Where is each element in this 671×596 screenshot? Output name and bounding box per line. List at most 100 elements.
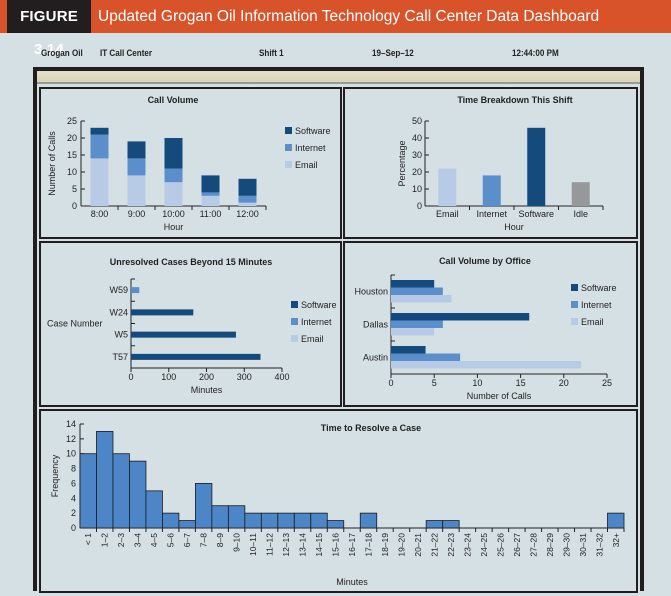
histogram-bar: [211, 505, 229, 529]
x-tick-label: Software: [518, 209, 554, 219]
date-label: 19–Sep–12: [372, 48, 414, 59]
bar-dallas-software: [391, 313, 530, 321]
histogram-bar: [326, 520, 345, 529]
y-tick-label: 4: [71, 493, 76, 503]
dashboard-frame: Call Volume 0 5 10 15 20 25 8:00 9:00 10:00 11:00 1…: [33, 67, 644, 593]
y-tick-label: 0: [71, 523, 76, 533]
legend-label-email: Email: [301, 334, 324, 344]
chart-title: Call Volume by Office: [439, 256, 531, 266]
panel-call-volume-by-office: Call Volume by Office 0 5 10 15 20 25 Houston Da…: [343, 241, 638, 407]
x-tick-label: 20: [559, 378, 569, 388]
histogram-bar: [129, 460, 147, 529]
x-tick-label: 28–29: [545, 533, 555, 557]
legend-label-software: Software: [581, 283, 617, 293]
histogram-bar: [442, 520, 460, 529]
bar-w24: [131, 309, 194, 316]
x-tick-label: Idle: [573, 209, 588, 219]
bar-austin-software: [391, 346, 426, 354]
legend-swatch-software: [285, 127, 292, 134]
y-axis-label: Case Number: [47, 319, 103, 329]
x-tick-label: Internet: [476, 209, 507, 219]
histogram-bar: [162, 512, 180, 529]
chart-title: Unresolved Cases Beyond 15 Minutes: [110, 257, 273, 267]
x-tick-label: 200: [199, 372, 214, 382]
histogram-bar: [277, 512, 295, 529]
histogram-bar: [178, 520, 196, 529]
x-tick-label: 19–20: [396, 533, 406, 557]
call-volume-chart: Call Volume 0 5 10 15 20 25 8:00 9:00 10:00 11:00 1…: [47, 95, 331, 232]
histogram-bar: [244, 512, 262, 529]
x-tick-label: 300: [237, 372, 252, 382]
y-tick-label: 10: [67, 167, 77, 177]
x-tick-label: 100: [161, 372, 176, 382]
bar-email: [438, 168, 457, 206]
x-tick-label: 14–15: [314, 533, 324, 557]
x-tick-label: 400: [274, 372, 289, 382]
bar-austin-internet: [391, 353, 461, 361]
call-volume-by-office-chart: Call Volume by Office 0 5 10 15 20 25 Houston Da…: [354, 256, 617, 401]
bar-email: [90, 158, 109, 206]
bar-internet: [164, 168, 183, 183]
legend-swatch-software: [291, 301, 298, 308]
x-tick-label: 8–9: [215, 533, 225, 547]
histogram-bar: [260, 512, 279, 529]
y-tick-label: Austin: [363, 352, 388, 362]
x-tick-label: 18–19: [380, 533, 390, 557]
bar-internet: [90, 134, 109, 159]
x-tick-label: 30–31: [578, 533, 588, 557]
y-tick-label: 15: [67, 150, 77, 160]
x-tick-label: 10:00: [162, 209, 185, 219]
y-tick-label: Houston: [354, 286, 388, 296]
x-tick-label: 11:00: [200, 209, 222, 219]
histogram-bar: [112, 453, 130, 529]
legend-swatch-email: [291, 335, 298, 342]
y-tick-label: 10: [66, 449, 76, 459]
histogram-bar: [425, 520, 444, 529]
y-tick-label: W5: [115, 330, 129, 340]
y-axis-label: Frequency: [50, 454, 60, 497]
x-tick-label: 8:00: [91, 209, 109, 219]
dashboard-top-band: [37, 71, 640, 84]
legend-swatch-internet: [571, 301, 578, 308]
x-tick-label: 5–6: [166, 533, 176, 547]
x-tick-label: 25–26: [495, 533, 505, 557]
bar-email: [238, 202, 257, 206]
panel-unresolved-cases: Unresolved Cases Beyond 15 Minutes 0 100 20…: [39, 241, 342, 407]
x-tick-label: 26–27: [512, 533, 522, 557]
bar-software: [127, 141, 146, 159]
time-to-resolve-chart: Time to Resolve a Case 0 2 4 6 8 10 12 14 < 1 1–2 2…: [50, 419, 625, 587]
x-tick-label: 24–25: [479, 533, 489, 557]
x-tick-label: 23–24: [462, 533, 472, 557]
x-tick-label: 5: [432, 378, 437, 388]
bar-idle: [571, 182, 590, 206]
legend-label-internet: Internet: [301, 317, 332, 327]
y-tick-label: 50: [412, 116, 422, 126]
x-tick-label: 11–12: [265, 533, 275, 556]
y-tick-label: 0: [72, 201, 77, 211]
y-tick-label: 5: [72, 184, 77, 194]
x-tick-label: 13–14: [298, 533, 308, 557]
panel-time-to-resolve: Time to Resolve a Case 0 2 4 6 8 10 12 14 < 1 1–2 2…: [39, 409, 638, 593]
shift-label: Shift 1: [259, 48, 284, 59]
x-tick-label: 10–11: [248, 533, 258, 556]
legend-swatch-email: [285, 161, 292, 168]
x-tick-label: 7–8: [199, 533, 209, 547]
chart-title: Call Volume: [148, 95, 199, 105]
histogram-bar: [310, 512, 328, 529]
legend-label-software: Software: [295, 126, 331, 136]
legend-swatch-internet: [285, 144, 292, 151]
x-axis-label: Minutes: [191, 385, 223, 395]
x-axis-label: Minutes: [336, 577, 368, 587]
y-tick-label: 0: [417, 201, 422, 211]
legend-swatch-internet: [291, 318, 298, 325]
x-tick-label: 16–17: [347, 533, 357, 557]
x-tick-label: 3–4: [133, 533, 143, 547]
legend-label-internet: Internet: [295, 143, 326, 153]
histogram-bar: [227, 505, 246, 529]
y-tick-label: 20: [67, 133, 77, 143]
bar-internet: [238, 195, 257, 203]
x-tick-label: 17–18: [363, 533, 373, 557]
legend-label-email: Email: [581, 317, 604, 327]
x-tick-label: 0: [388, 378, 393, 388]
bar-internet: [127, 158, 146, 176]
